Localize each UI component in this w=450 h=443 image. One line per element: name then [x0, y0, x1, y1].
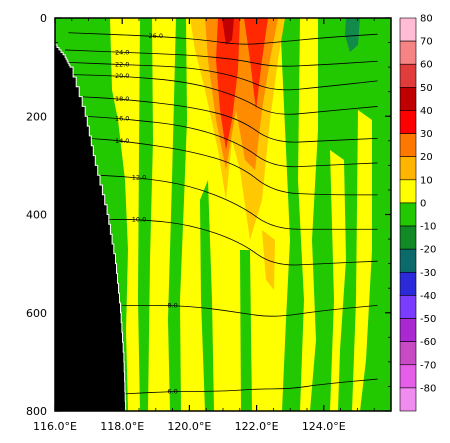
y-tick-label: 800 — [26, 405, 47, 418]
x-tick-label: 118.0°E — [100, 420, 144, 433]
contour-line — [98, 174, 378, 230]
contour-lines: 26.0 24.0 22.0 20.0 18.0 16.0 14.0 12.0 10.0 8.0 6… — [65, 32, 378, 395]
colorbar-box — [399, 110, 417, 134]
colorbar-box — [399, 87, 417, 111]
x-axis: 116.0°E 118.0°E 120.0°E 122.0°E 124.0°E — [33, 18, 375, 433]
contour-line — [108, 219, 378, 266]
contour-line — [65, 49, 378, 67]
colorbar-label: -10 — [420, 222, 436, 233]
colorbar-label: -80 — [420, 383, 436, 394]
colorbar-box — [399, 225, 417, 250]
y-tick-label: 600 — [26, 307, 47, 320]
contour-label: 10.0 — [132, 215, 146, 223]
colorbar-box — [399, 63, 417, 88]
contour-label: 14.0 — [115, 137, 129, 145]
x-tick-label: 122.0°E — [235, 420, 279, 433]
colorbar-box — [399, 156, 417, 181]
contour-label: 26.0 — [149, 32, 163, 40]
yellow-region-east-b — [330, 150, 346, 411]
colorbar-box — [399, 271, 417, 296]
colorbar: 80 70 60 50 40 30 20 10 0 -10 -20 -30 -40 -50 -60 -70 -8… — [399, 14, 436, 412]
contour-line — [122, 304, 378, 317]
darkred-region — [222, 18, 234, 45]
colorbar-label: 70 — [420, 37, 433, 48]
colorbar-label: 20 — [420, 152, 433, 163]
contour-line — [65, 61, 378, 91]
colorbar-label: -20 — [420, 245, 436, 256]
colorbar-box — [399, 133, 417, 158]
colorbar-box — [399, 295, 417, 319]
contour-line — [125, 378, 378, 395]
colorbar-label: -40 — [420, 291, 436, 302]
y-tick-label: 0 — [40, 12, 47, 25]
y-tick-label: 200 — [26, 110, 47, 123]
contour-line — [68, 74, 378, 115]
colorbar-label: 50 — [420, 83, 433, 94]
colorbar-label: 0 — [420, 198, 426, 209]
contour-label: 16.0 — [115, 115, 129, 123]
positive-anomaly-regions — [190, 18, 285, 290]
colorbar-box — [399, 179, 417, 204]
colorbar-label: 10 — [420, 175, 433, 186]
colorbar-label: -70 — [420, 360, 436, 371]
contour-label: 22.0 — [115, 61, 129, 69]
contour-line — [85, 115, 378, 168]
x-tick-label: 124.0°E — [302, 420, 346, 433]
red-region-a — [216, 18, 240, 150]
contour-label: 18.0 — [115, 95, 129, 103]
colorbar-box — [399, 40, 417, 65]
contour-label: 6.0 — [167, 387, 177, 395]
green-region-b — [168, 18, 187, 411]
colorbar-box — [399, 202, 417, 227]
contour-label: 20.0 — [115, 72, 129, 80]
contour-line — [88, 137, 378, 196]
colorbar-box — [399, 17, 417, 42]
colorbar-box — [399, 341, 417, 366]
contour-line — [78, 96, 378, 143]
colorbar-label: 80 — [420, 14, 433, 25]
plot-area: 26.0 24.0 22.0 20.0 18.0 16.0 14.0 12.0 10.0 8.0 6… — [54, 17, 392, 412]
red-region-b — [244, 18, 268, 110]
colorbar-label: 60 — [420, 60, 433, 71]
y-tick-label: 400 — [26, 209, 47, 222]
y-axis: 0 200 400 600 800 — [26, 12, 391, 418]
yellow-region-east-c — [352, 110, 372, 411]
colorbar-box — [399, 318, 417, 342]
colorbar-box — [399, 387, 417, 412]
contour-label: 24.0 — [115, 48, 129, 56]
colorbar-label: -30 — [420, 268, 436, 279]
land-mask — [55, 44, 127, 411]
green-region-c — [200, 180, 214, 411]
dark-green-spot — [345, 18, 360, 52]
contour-line — [68, 32, 378, 45]
colorbar-label: 30 — [420, 129, 433, 140]
colorbar-box — [399, 364, 417, 389]
yellow-region-east-a — [298, 18, 318, 411]
green-region-d — [240, 250, 252, 411]
contour-label: 8.0 — [167, 301, 177, 309]
green-region-a — [138, 18, 153, 411]
colorbar-label: -50 — [420, 314, 436, 325]
x-tick-label: 116.0°E — [33, 420, 77, 433]
colorbar-label: -60 — [420, 337, 436, 348]
x-tick-label: 120.0°E — [167, 420, 211, 433]
colorbar-label: 40 — [420, 106, 433, 117]
colorbar-box — [399, 248, 417, 273]
plot-clip-group: 26.0 24.0 22.0 20.0 18.0 16.0 14.0 12.0 10.0 8.0 6… — [55, 18, 391, 411]
contour-label: 12.0 — [132, 174, 146, 182]
